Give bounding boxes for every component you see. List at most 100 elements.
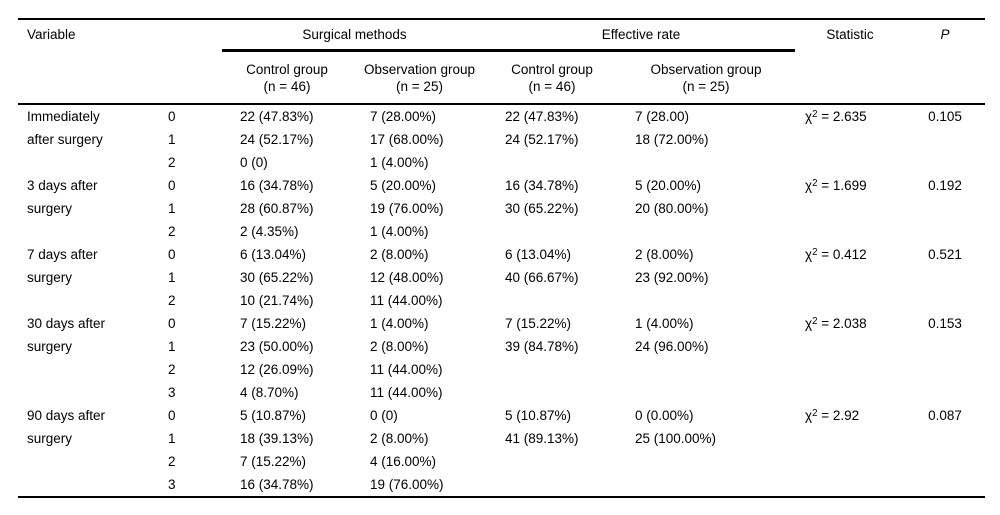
cell-surgical-control: 18 (39.13%) — [240, 431, 314, 446]
cell-surgical-control: 4 (8.70%) — [240, 385, 299, 400]
table-row: 2 7 (15.22%) 4 (16.00%) — [18, 450, 985, 473]
cell-variable: 3 days after surgery — [27, 178, 98, 216]
table-row: 1 18 (39.13%) 2 (8.00%) 41 (89.13%) 25 (100.… — [18, 427, 985, 450]
cell-effective-observation: 1 (4.00%) — [635, 316, 694, 331]
cell-p-value: 0.192 — [928, 178, 962, 193]
cell-surgical-observation: 11 (44.00%) — [370, 362, 443, 377]
cell-effective-control: 16 (34.78%) — [505, 178, 579, 193]
cell-grade: 2 — [168, 155, 176, 170]
cell-p-value: 0.521 — [928, 247, 962, 262]
cell-p-value: 0.153 — [928, 316, 962, 331]
cell-grade: 2 — [168, 224, 176, 239]
cell-effective-control — [487, 220, 617, 243]
col-header-p: P — [905, 19, 986, 105]
cell-surgical-control: 12 (26.09%) — [240, 362, 314, 377]
cell-effective-control: 7 (15.22%) — [505, 316, 572, 331]
cell-grade: 1 — [168, 201, 176, 216]
cell-surgical-observation: 1 (4.00%) — [370, 224, 429, 239]
cell-grade: 0 — [168, 247, 176, 262]
cell-effective-control — [487, 450, 617, 473]
col-header-statistic: Statistic — [795, 19, 906, 105]
cell-effective-control: 24 (52.17%) — [505, 132, 579, 147]
cell-effective-control: 5 (10.87%) — [505, 408, 572, 423]
table-row: 1 24 (52.17%) 17 (68.00%) 24 (52.17%) 18 (72… — [18, 128, 985, 151]
cell-variable: 7 days after surgery — [27, 247, 98, 285]
cell-grade: 2 — [168, 362, 176, 377]
cell-surgical-control: 16 (34.78%) — [240, 178, 314, 193]
cell-effective-observation: 25 (100.00%) — [635, 431, 717, 446]
cell-statistic: χ2 = 2.038 — [805, 315, 867, 331]
cell-grade: 0 — [168, 109, 176, 124]
chi-square-exponent: 2 — [812, 108, 818, 120]
cell-effective-observation — [617, 151, 795, 174]
cell-effective-observation — [617, 473, 795, 497]
group-label: Control group — [511, 61, 593, 77]
cell-grade: 1 — [168, 339, 176, 354]
col-header-surgical-methods: Surgical methods — [222, 19, 487, 52]
group-n: (n = 25) — [396, 78, 443, 94]
table-row: 7 days after surgery 0 6 (13.04%) 2 (8.00%) 6… — [18, 243, 985, 285]
cell-variable: 30 days after surgery — [27, 316, 106, 354]
table-header: Variable Surgical methods Effective rate… — [18, 19, 986, 105]
cell-effective-control — [487, 358, 617, 381]
cell-surgical-observation: 5 (20.00%) — [370, 178, 437, 193]
table-row: 2 12 (26.09%) 11 (44.00%) — [18, 358, 985, 381]
cell-effective-observation — [617, 289, 795, 312]
cell-surgical-observation: 11 (44.00%) — [370, 293, 443, 308]
table-row: 90 days after surgery 0 5 (10.87%) 0 (0) 5 (1… — [18, 404, 985, 446]
cell-effective-observation: 5 (20.00%) — [635, 178, 702, 193]
cell-effective-control: 6 (13.04%) — [505, 247, 572, 262]
group-label: Observation group — [650, 61, 762, 77]
group-label: Control group — [246, 61, 328, 77]
chi-square-exponent: 2 — [812, 407, 818, 419]
cell-surgical-control: 30 (65.22%) — [240, 270, 314, 285]
cell-effective-control: 39 (84.78%) — [505, 339, 579, 354]
group-n: (n = 46) — [263, 78, 311, 94]
cell-surgical-observation: 19 (76.00%) — [370, 201, 444, 216]
cell-grade: 1 — [168, 132, 176, 147]
cell-variable: 90 days after surgery — [27, 408, 106, 446]
cell-surgical-observation: 11 (44.00%) — [370, 385, 443, 400]
table-row: 3 days after surgery 0 16 (34.78%) 5 (20.00%… — [18, 174, 985, 216]
cell-surgical-control: 0 (0) — [240, 155, 268, 170]
cell-variable: Immediately after surgery — [27, 109, 103, 147]
table-row: 2 0 (0) 1 (4.00%) — [18, 151, 985, 174]
cell-grade: 1 — [168, 431, 176, 446]
col-header-surgical-observation: Observation group (n = 25) — [352, 50, 487, 105]
cell-effective-observation: 20 (80.00%) — [635, 201, 709, 216]
table-row: Immediately after surgery 0 22 (47.83%) 7 (2… — [18, 104, 985, 147]
cell-surgical-control: 5 (10.87%) — [240, 408, 307, 423]
group-header-row: Variable Surgical methods Effective rate… — [18, 19, 986, 105]
col-header-effective-observation: Observation group (n = 25) — [617, 50, 796, 105]
cell-grade: 0 — [168, 316, 176, 331]
cell-surgical-control: 6 (13.04%) — [240, 247, 307, 262]
cell-surgical-observation: 1 (4.00%) — [370, 316, 429, 331]
cell-grade: 0 — [168, 178, 176, 193]
cell-effective-control — [487, 473, 617, 497]
cell-effective-observation: 18 (72.00%) — [635, 132, 709, 147]
cell-effective-observation — [617, 220, 795, 243]
cell-effective-control: 22 (47.83%) — [505, 109, 579, 124]
table-row: 2 10 (21.74%) 11 (44.00%) — [18, 289, 985, 312]
cell-surgical-control: 24 (52.17%) — [240, 132, 314, 147]
chi-square-exponent: 2 — [812, 246, 818, 258]
col-header-surgical-control: Control group (n = 46) — [222, 50, 352, 105]
cell-p-value: 0.105 — [928, 109, 962, 124]
table-row: 3 16 (34.78%) 19 (76.00%) — [18, 473, 985, 497]
sub-header-row: Control group (n = 46) Observation group… — [18, 50, 985, 105]
cell-statistic: χ2 = 2.635 — [805, 108, 867, 124]
cell-surgical-control: 10 (21.74%) — [240, 293, 314, 308]
table-body: Immediately after surgery 0 22 (47.83%) 7 (2… — [18, 104, 985, 497]
col-header-effective-rate: Effective rate — [487, 19, 796, 52]
cell-surgical-observation: 2 (8.00%) — [370, 247, 429, 262]
chi-square-exponent: 2 — [812, 177, 818, 189]
group-n: (n = 25) — [682, 78, 730, 94]
cell-effective-control: 30 (65.22%) — [505, 201, 579, 216]
cell-surgical-observation: 12 (48.00%) — [370, 270, 444, 285]
cell-effective-observation: 0 (0.00%) — [635, 408, 694, 423]
table-row: 1 30 (65.22%) 12 (48.00%) 40 (66.67%) 23 (92… — [18, 266, 985, 289]
table-row: 3 4 (8.70%) 11 (44.00%) — [18, 381, 985, 404]
col-header-effective-control: Control group (n = 46) — [487, 50, 617, 105]
group-label: Observation group — [363, 61, 476, 77]
cell-effective-control — [487, 151, 617, 174]
